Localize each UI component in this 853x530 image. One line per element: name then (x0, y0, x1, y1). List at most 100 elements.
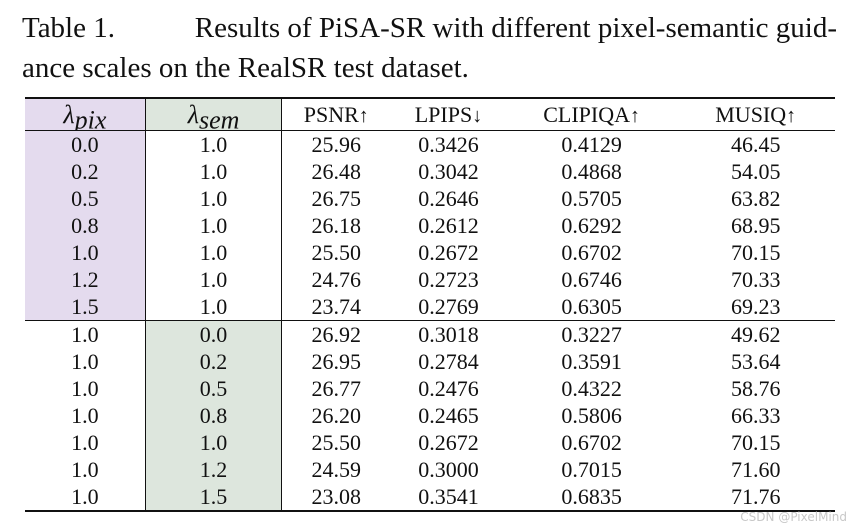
bottom-rule (25, 510, 835, 512)
lambda-pix-cell: 0.2 (25, 158, 145, 185)
clipiqa-cell: 0.6835 (561, 484, 622, 509)
table-caption: Table 1. Results of PiSA-SR with differe… (22, 8, 837, 88)
lpips-cell: 0.2612 (418, 213, 479, 238)
clipiqa-cell: 0.6292 (561, 213, 622, 238)
musiq-cell: 68.95 (730, 213, 781, 238)
lpips-cell: 0.3042 (418, 159, 479, 184)
down-arrow-icon: ↓ (472, 105, 483, 127)
table-row: 1.0 0.5 26.77 0.2476 0.4322 58.76 (25, 375, 835, 402)
lpips-cell: 0.2672 (418, 430, 479, 455)
lambda-pix-cell: 0.5 (25, 185, 145, 212)
up-arrow-icon: ↑ (630, 105, 640, 127)
psnr-cell: 26.77 (281, 375, 390, 402)
table-row: 1.2 1.0 24.76 0.2723 0.6746 70.33 (25, 266, 835, 293)
header-lambda-pix: λpix (25, 99, 145, 134)
clipiqa-cell: 0.6305 (561, 294, 622, 319)
up-arrow-icon: ↑ (358, 105, 369, 127)
lambda-sem-cell: 1.0 (144, 266, 282, 293)
psnr-cell: 25.50 (281, 239, 390, 266)
lpips-cell: 0.2769 (418, 294, 479, 319)
musiq-cell: 70.15 (730, 430, 781, 455)
table-row: 1.0 0.8 26.20 0.2465 0.5806 66.33 (25, 402, 835, 429)
musiq-cell: 70.33 (730, 267, 781, 292)
table-row: 1.0 0.2 26.95 0.2784 0.3591 53.64 (25, 348, 835, 375)
lambda-pix-cell: 1.0 (71, 376, 99, 401)
lambda-sem-cell: 1.0 (144, 158, 282, 185)
clipiqa-cell: 0.6702 (561, 240, 622, 265)
clipiqa-cell: 0.7015 (561, 457, 622, 482)
psnr-cell: 24.76 (281, 266, 390, 293)
table-row: 0.2 1.0 26.48 0.3042 0.4868 54.05 (25, 158, 835, 185)
musiq-label: MUSIQ (715, 102, 787, 127)
lambda-sem-cell: 0.5 (144, 375, 282, 402)
psnr-cell: 23.74 (281, 293, 390, 320)
header-lpips: LPIPS↓ (390, 99, 507, 130)
musiq-cell: 71.60 (730, 457, 781, 482)
lpips-cell: 0.3000 (418, 457, 479, 482)
sem-subscript: sem (198, 105, 240, 135)
lpips-cell: 0.2465 (418, 403, 479, 428)
lpips-cell: 0.3541 (418, 484, 479, 509)
lambda-sem-cell: 1.0 (144, 212, 282, 239)
lambda-pix-cell: 1.0 (71, 403, 99, 428)
clipiqa-cell: 0.4868 (561, 159, 622, 184)
table-row: 0.0 1.0 25.96 0.3426 0.4129 46.45 (25, 131, 835, 158)
psnr-cell: 26.95 (281, 348, 390, 375)
caption-text-2: ance scales on the RealSR test dataset. (22, 52, 469, 84)
clipiqa-cell: 0.4322 (561, 376, 622, 401)
musiq-cell: 71.76 (730, 484, 781, 509)
musiq-cell: 66.33 (730, 403, 781, 428)
psnr-cell: 26.75 (281, 185, 390, 212)
table-row: 1.5 1.0 23.74 0.2769 0.6305 69.23 (25, 293, 835, 320)
lambda-pix-cell: 0.0 (25, 131, 145, 158)
psnr-label: PSNR (303, 102, 359, 127)
musiq-cell: 58.76 (730, 376, 781, 401)
musiq-cell: 63.82 (730, 186, 781, 211)
psnr-cell: 25.50 (281, 429, 390, 456)
lambda-pix-cell: 1.2 (25, 266, 145, 293)
lambda-pix-cell: 1.0 (71, 430, 99, 455)
lambda-sem-cell: 1.2 (144, 456, 282, 483)
musiq-cell: 54.05 (730, 159, 781, 184)
lambda-sem-cell: 0.2 (144, 348, 282, 375)
lambda-sem-cell: 1.5 (144, 483, 282, 510)
clipiqa-cell: 0.6746 (561, 267, 622, 292)
lambda-symbol: λ (187, 100, 199, 129)
musiq-cell: 70.15 (730, 240, 781, 265)
caption-line-2: ance scales on the RealSR test dataset. (22, 48, 837, 88)
clipiqa-cell: 0.4129 (561, 132, 622, 157)
lambda-pix-cell: 1.0 (71, 484, 99, 509)
lambda-pix-cell: 1.0 (71, 349, 99, 374)
clipiqa-cell: 0.5705 (561, 186, 622, 211)
lambda-pix-cell: 1.5 (25, 293, 145, 320)
psnr-cell: 26.92 (281, 321, 390, 348)
lambda-sem-cell: 0.0 (144, 321, 282, 348)
header-lambda-sem: λsem (144, 99, 282, 134)
lambda-pix-cell: 1.0 (71, 457, 99, 482)
psnr-cell: 26.48 (281, 158, 390, 185)
lambda-pix-cell: 0.8 (25, 212, 145, 239)
caption-label: Table 1. (22, 12, 115, 44)
header-row: λpix λsem PSNR↑ LPIPS↓ CLIPIQA↑ MUSIQ↑ (25, 99, 835, 134)
psnr-cell: 26.20 (281, 402, 390, 429)
top-rule (25, 97, 835, 99)
table-row: 0.5 1.0 26.75 0.2646 0.5705 63.82 (25, 185, 835, 212)
lpips-cell: 0.3018 (418, 322, 479, 347)
musiq-cell: 53.64 (730, 349, 781, 374)
lambda-sem-cell: 1.0 (144, 429, 282, 456)
lpips-cell: 0.2723 (418, 267, 479, 292)
lambda-sem-cell: 1.0 (144, 185, 282, 212)
header-musiq: MUSIQ↑ (676, 99, 835, 130)
lambda-pix-cell: 1.0 (25, 239, 145, 266)
clipiqa-cell: 0.5806 (561, 403, 622, 428)
clipiqa-cell: 0.3227 (561, 322, 622, 347)
group-separator-rule (25, 320, 835, 321)
lpips-cell: 0.2672 (418, 240, 479, 265)
lambda-symbol: λ (63, 100, 75, 129)
table-row: 1.0 1.0 25.50 0.2672 0.6702 70.15 (25, 239, 835, 266)
header-rule (25, 130, 835, 131)
psnr-cell: 26.18 (281, 212, 390, 239)
musiq-cell: 69.23 (730, 294, 781, 319)
lambda-sem-cell: 1.0 (144, 239, 282, 266)
musiq-cell: 49.62 (730, 322, 781, 347)
